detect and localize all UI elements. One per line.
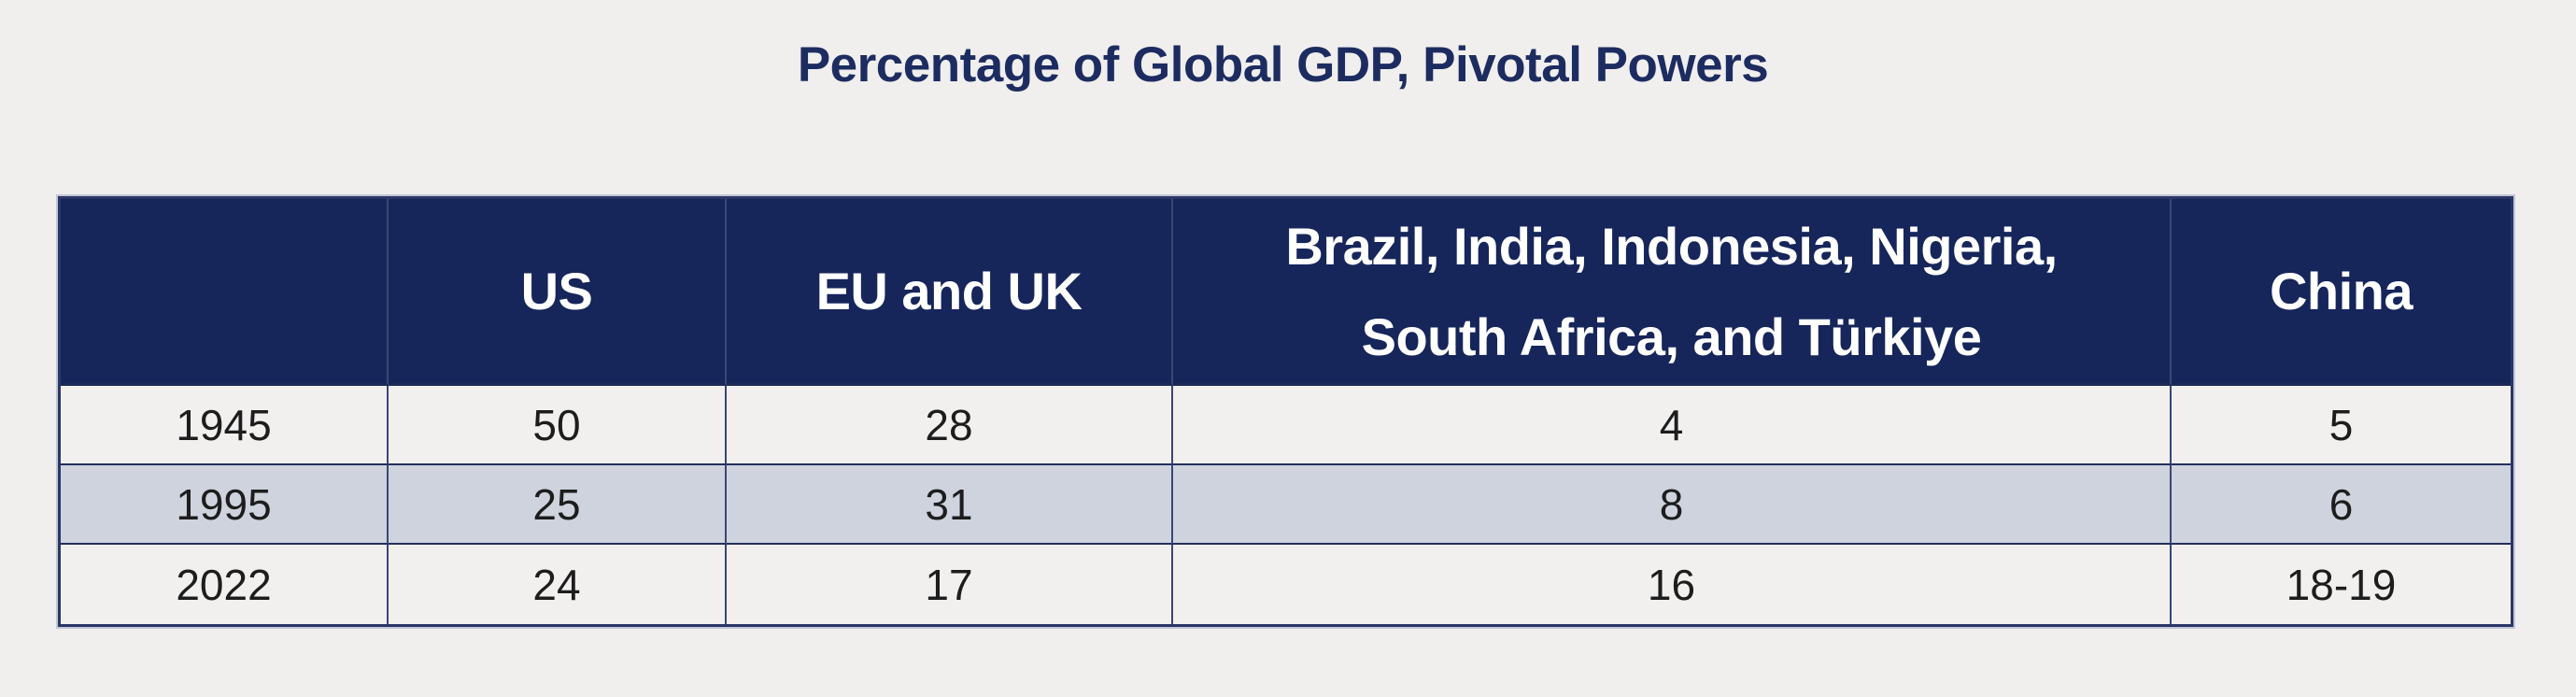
cell-us: 50 [389,386,727,465]
col-header-china: China [2172,199,2511,386]
cell-pivotal-group: 8 [1173,465,2172,545]
cell-eu-uk: 28 [727,386,1173,465]
cell-us: 24 [389,545,727,624]
cell-year: 1945 [61,386,389,465]
header-row: US EU and UK Brazil, India, Indonesia, N… [61,199,2511,386]
cell-us: 25 [389,465,727,545]
gdp-share-table: US EU and UK Brazil, India, Indonesia, N… [56,194,2515,629]
page-title: Percentage of Global GDP, Pivotal Powers [797,37,1769,92]
cell-pivotal-group: 4 [1173,386,2172,465]
row-1945: 1945 50 28 4 5 [61,386,2511,465]
col-header-us: US [389,199,727,386]
cell-eu-uk: 31 [727,465,1173,545]
col-header-blank [61,199,389,386]
cell-china: 5 [2172,386,2511,465]
row-1995: 1995 25 31 8 6 [61,465,2511,545]
cell-china: 6 [2172,465,2511,545]
cell-year: 1995 [61,465,389,545]
cell-china: 18-19 [2172,545,2511,624]
col-header-pivotal-group: Brazil, India, Indonesia, Nigeria, South… [1173,199,2172,386]
cell-year: 2022 [61,545,389,624]
row-2022: 2022 24 17 16 18-19 [61,545,2511,624]
cell-pivotal-group: 16 [1173,545,2172,624]
col-header-eu-uk: EU and UK [727,199,1173,386]
cell-eu-uk: 17 [727,545,1173,624]
